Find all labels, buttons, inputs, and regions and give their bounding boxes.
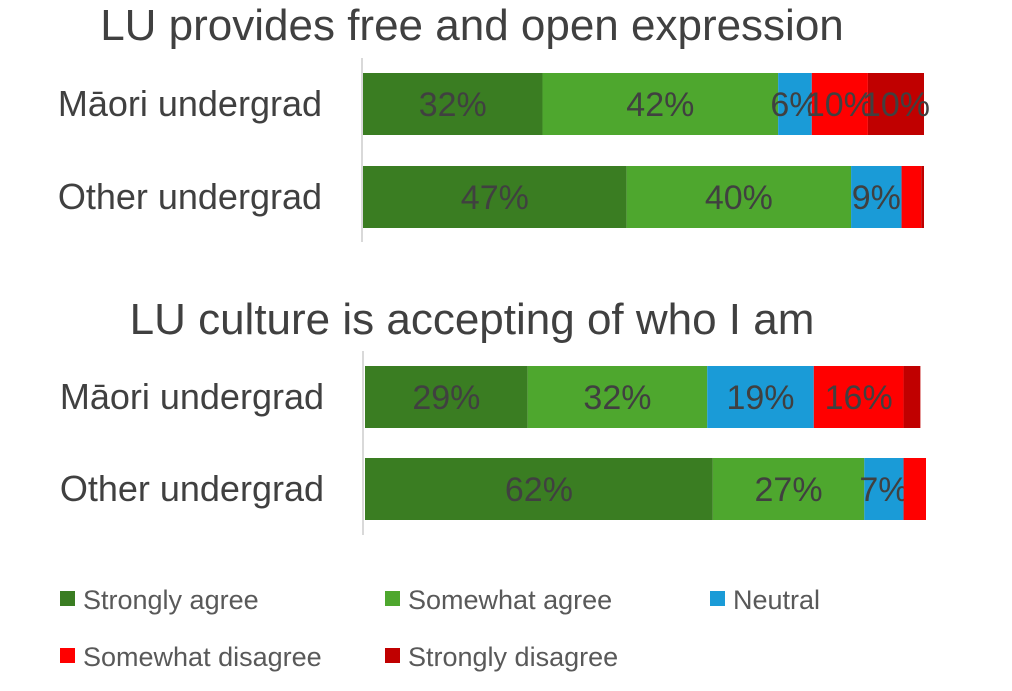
legend-swatch bbox=[385, 591, 400, 606]
category-label: Māori undergrad bbox=[60, 376, 324, 417]
legend-swatch bbox=[60, 591, 75, 606]
bar-segment-somewhat-agree bbox=[626, 166, 852, 228]
legend-swatch bbox=[60, 648, 75, 663]
bar-segment-strongly-disagree bbox=[867, 73, 924, 135]
bar-segment-neutral bbox=[864, 458, 904, 520]
data-label: 29% bbox=[412, 379, 480, 417]
panel-culture-accepting: LU culture is accepting of who I am Māor… bbox=[60, 295, 926, 535]
bar-segment-somewhat-disagree bbox=[901, 166, 922, 228]
bar-segment-neutral bbox=[707, 366, 814, 428]
legend-label: Neutral bbox=[733, 585, 820, 615]
legend-label: Somewhat agree bbox=[408, 585, 612, 615]
legend-label: Strongly agree bbox=[83, 585, 259, 615]
bar-segment-neutral bbox=[778, 73, 812, 135]
category-label: Māori undergrad bbox=[58, 83, 322, 124]
data-label: 27% bbox=[755, 471, 823, 509]
data-label: 32% bbox=[583, 379, 651, 417]
bar-segment-strongly-agree bbox=[365, 366, 528, 428]
bar-segment-somewhat-disagree bbox=[813, 366, 904, 428]
bar-segment-somewhat-agree bbox=[542, 73, 779, 135]
data-label: 7% bbox=[859, 471, 908, 509]
data-label: 42% bbox=[626, 86, 694, 124]
category-label: Other undergrad bbox=[60, 468, 324, 509]
data-label: 62% bbox=[505, 471, 573, 509]
bar-segment-strongly-agree bbox=[363, 73, 543, 135]
bar-segment-somewhat-agree bbox=[527, 366, 708, 428]
bar-segment-somewhat-disagree bbox=[903, 458, 926, 520]
data-label: 47% bbox=[461, 179, 529, 217]
legend-swatch bbox=[385, 648, 400, 663]
bar-segment-somewhat-agree bbox=[712, 458, 865, 520]
data-label: 16% bbox=[825, 379, 893, 417]
chart-title: LU culture is accepting of who I am bbox=[130, 295, 815, 344]
data-label: 10% bbox=[806, 86, 874, 124]
data-label: 10% bbox=[862, 86, 930, 124]
panel-free-expression: LU provides free and open expression Māo… bbox=[58, 1, 930, 242]
bar-segment-strongly-agree bbox=[363, 166, 627, 228]
legend-label: Somewhat disagree bbox=[83, 642, 322, 672]
data-label: 32% bbox=[419, 86, 487, 124]
data-label: 19% bbox=[726, 379, 794, 417]
chart-title: LU provides free and open expression bbox=[100, 1, 844, 50]
legend-label: Strongly disagree bbox=[408, 642, 618, 672]
bar-segment-strongly-disagree bbox=[921, 166, 924, 228]
legend: Strongly agree Somewhat agree Neutral Somew… bbox=[60, 585, 820, 672]
bar-segment-strongly-disagree bbox=[903, 366, 921, 428]
bar-segment-neutral bbox=[851, 166, 902, 228]
bar-segment-somewhat-disagree bbox=[811, 73, 868, 135]
legend-swatch bbox=[710, 591, 725, 606]
data-label: 40% bbox=[705, 179, 773, 217]
data-label: 9% bbox=[852, 179, 901, 217]
bar-segment-strongly-agree bbox=[365, 458, 713, 520]
data-label: 6% bbox=[770, 86, 819, 124]
category-label: Other undergrad bbox=[58, 176, 322, 217]
